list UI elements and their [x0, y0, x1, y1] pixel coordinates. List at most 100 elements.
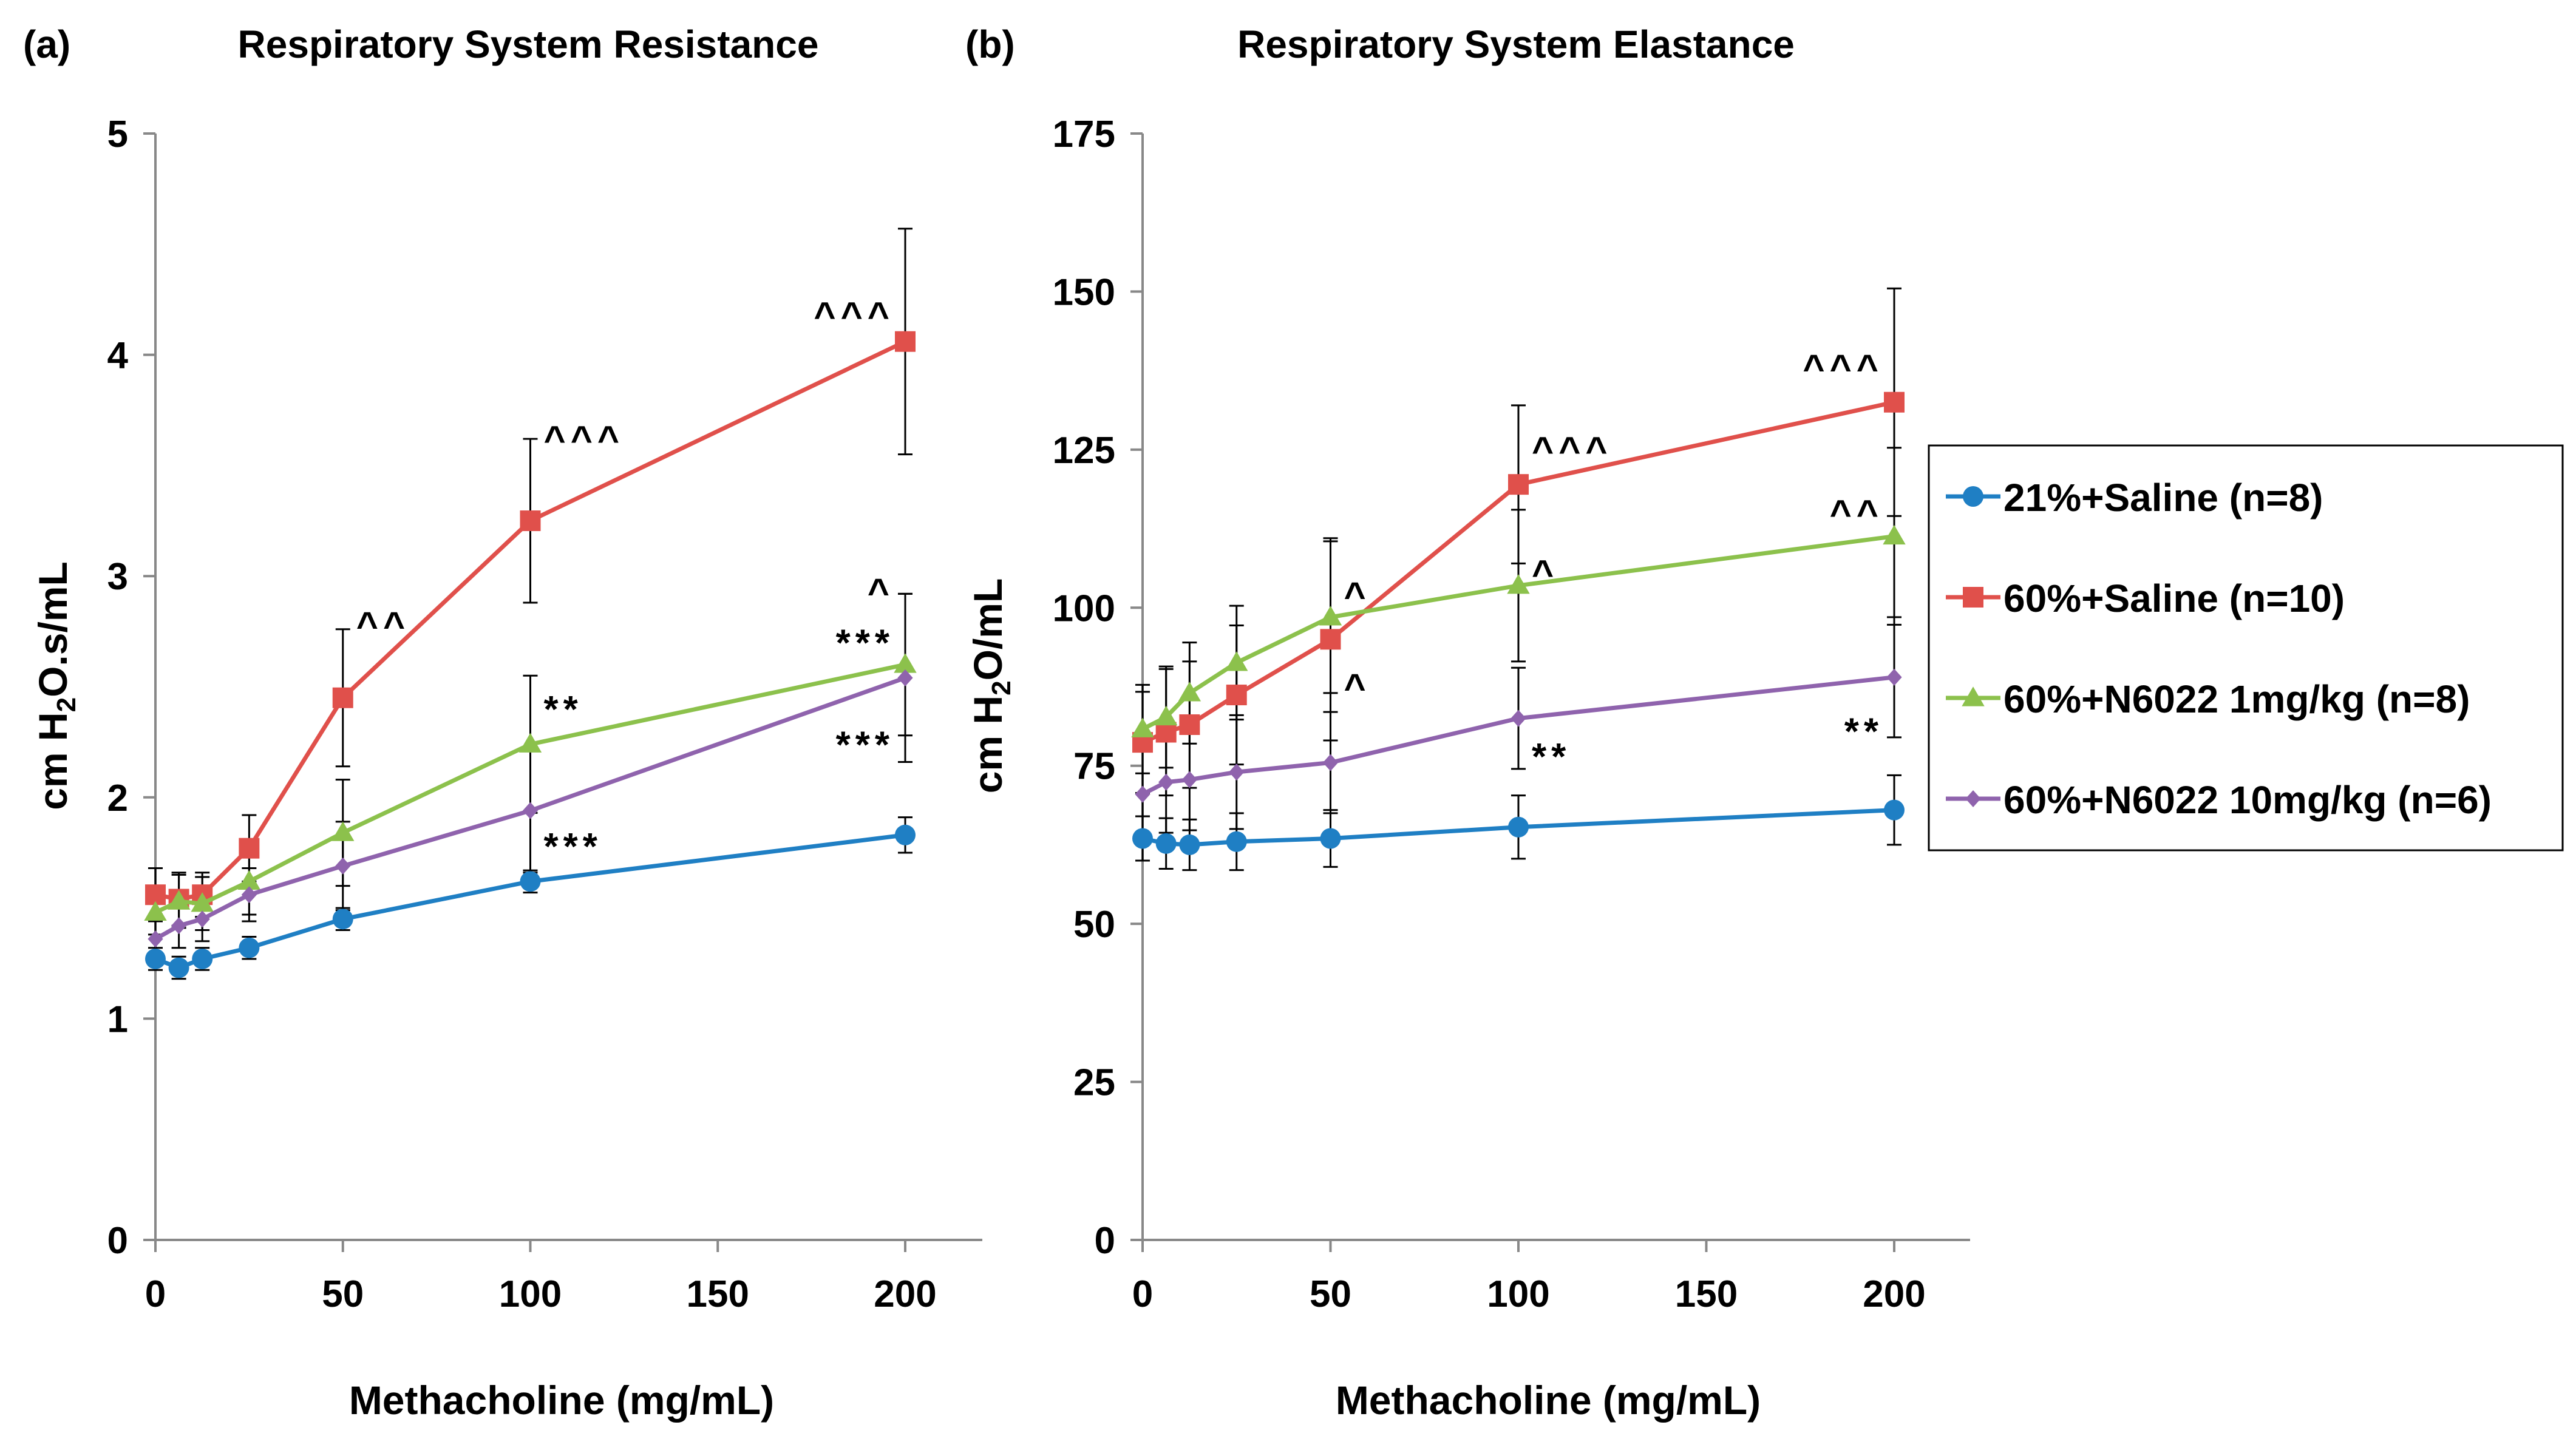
panel-a-data-point — [145, 948, 166, 969]
panel-b-data-point — [1508, 474, 1529, 495]
panel-a-data-point — [331, 821, 355, 841]
panel-b-data-point — [1179, 714, 1200, 736]
panel-a-data-point — [332, 909, 353, 930]
panel-b-significance-annotation: ^ — [1344, 667, 1371, 709]
panel-b-series-2 — [1131, 524, 1906, 737]
panel-a-x-axis-title: Methacholine (mg/mL) — [349, 1378, 774, 1423]
panel-b-data-point — [1507, 574, 1530, 594]
panel-b-title: Respiratory System Elastance — [1237, 22, 1795, 66]
panel-a-data-point — [194, 910, 210, 928]
panel-a-x-tick-label: 200 — [874, 1273, 936, 1315]
panel-b-significance-annotation: ^^^ — [1803, 347, 1883, 389]
panel-b-data-point — [1884, 799, 1905, 821]
panel-b-y-tick-label: 25 — [1073, 1062, 1115, 1104]
panel-b-significance-annotation: ^ — [1344, 575, 1371, 617]
panel-a-data-point — [239, 937, 260, 958]
panel-b-y-tick-label: 100 — [1053, 587, 1115, 629]
panel-a-data-point — [332, 687, 353, 708]
legend-marker — [1963, 486, 1983, 507]
panel-a-y-tick-label: 4 — [107, 335, 129, 377]
legend-marker — [1965, 790, 1981, 807]
panel-a-data-point — [239, 838, 260, 859]
panel-b-significance-annotation: ^^^ — [1532, 430, 1613, 472]
panel-b-significance-annotation: ** — [1844, 711, 1883, 753]
panel-b-y-tick-label: 150 — [1053, 271, 1115, 313]
panel-b-data-point — [1225, 651, 1248, 671]
panel-a-data-point — [191, 892, 214, 912]
panel-a-label: (a) — [23, 22, 70, 66]
panel-a-x-tick-label: 100 — [499, 1273, 562, 1315]
panel-b-y-tick-label: 75 — [1073, 746, 1115, 788]
panel-b-data-point — [1131, 717, 1154, 737]
panel-b-data-point — [1155, 722, 1177, 743]
panel-a-data-point — [148, 930, 163, 948]
panel-a-y-tick-label: 0 — [107, 1220, 128, 1262]
panel-b-x-tick-label: 0 — [1132, 1273, 1153, 1315]
panel-b-x-axis-title: Methacholine (mg/mL) — [1336, 1378, 1761, 1423]
panel-b-y-tick-label: 175 — [1053, 113, 1115, 155]
panel-a-series-3 — [148, 669, 913, 948]
panel-b-data-point — [1511, 709, 1526, 727]
panel-b-data-point — [1319, 606, 1342, 626]
panel-b-data-point — [1179, 834, 1200, 855]
panel-b-data-point — [1886, 668, 1902, 686]
panel-a-data-point — [144, 901, 167, 921]
panel-a-data-point — [167, 890, 191, 910]
panel-b-data-point — [1508, 816, 1529, 838]
legend-box — [1928, 444, 2564, 852]
legend-marker — [1963, 587, 1983, 608]
panel-a-significance-annotation: *** — [836, 724, 894, 766]
panel-b-data-point — [1132, 828, 1153, 849]
panel-a-data-point — [171, 917, 187, 935]
panel-a-data-point — [522, 802, 539, 819]
panel-b-y-tick-label: 50 — [1073, 904, 1115, 946]
panel-a-significance-annotation: ^^^ — [544, 419, 625, 461]
legend-entry-label: 21%+Saline (n=8) — [2003, 476, 2323, 520]
panel-a-y-axis-title: cm H2O.s/mL — [30, 561, 81, 810]
panel-a-x-tick-label: 50 — [322, 1273, 364, 1315]
panel-a-data-point — [518, 733, 542, 753]
panel-a-data-point — [894, 653, 917, 673]
panel-a-significance-annotation: *** — [836, 623, 894, 665]
panel-b-x-tick-label: 50 — [1310, 1273, 1351, 1315]
panel-b-data-point — [1883, 524, 1906, 545]
panel-b-series-1 — [1132, 391, 1905, 753]
panel-a-series-2 — [144, 653, 917, 921]
legend: 21%+Saline (n=8) 60%+Saline (n=10) 60%+N60… — [1928, 444, 2564, 852]
panel-b-label: (b) — [965, 22, 1015, 66]
panel-b-data-point — [1158, 773, 1174, 791]
panel-b-elastance-chart: (b) Respiratory System Elastance Methach… — [965, 22, 1970, 1423]
panel-a-data-point — [897, 669, 913, 686]
panel-a-significance-annotation: ** — [544, 689, 583, 731]
panel-b-significance-annotation: ^ — [1532, 553, 1558, 595]
panel-b-data-point — [1226, 685, 1247, 706]
panel-b-data-point — [1181, 771, 1197, 788]
legend-entry-label: 60%+N6022 1mg/kg (n=8) — [2003, 677, 2470, 721]
panel-a-data-point — [192, 948, 213, 969]
panel-b-data-point — [1884, 391, 1905, 413]
panel-b-series-3 — [1135, 668, 1902, 803]
panel-b-data-point — [1229, 764, 1245, 781]
panel-b-series-0 — [1132, 799, 1905, 855]
panel-b-x-tick-label: 150 — [1675, 1273, 1738, 1315]
panel-a-data-point — [241, 886, 257, 904]
panel-a-significance-annotation: ^^ — [356, 604, 410, 646]
panel-a-data-point — [520, 871, 541, 892]
panel-a-y-tick-label: 2 — [107, 777, 128, 819]
panel-b-y-tick-label: 0 — [1095, 1220, 1115, 1262]
panel-a-significance-annotation: ^^^ — [814, 295, 894, 337]
panel-b-data-point — [1178, 682, 1201, 702]
panel-a-series-0 — [145, 824, 916, 978]
panel-b-data-point — [1154, 705, 1178, 726]
panel-b-significance-annotation: ** — [1532, 736, 1571, 778]
panel-a-data-point — [168, 957, 189, 978]
panel-a-resistance-chart: (a) Respiratory System Resistance Methac… — [23, 22, 982, 1423]
panel-a-x-tick-label: 0 — [145, 1273, 166, 1315]
panel-b-x-tick-label: 100 — [1487, 1273, 1549, 1315]
panel-a-data-point — [895, 331, 916, 352]
panel-a-data-point — [520, 510, 541, 532]
legend-entry-label: 60%+N6022 10mg/kg (n=6) — [2003, 778, 2492, 822]
panel-b-significance-annotation: ^^ — [1830, 493, 1883, 535]
panel-b-data-point — [1320, 828, 1341, 849]
